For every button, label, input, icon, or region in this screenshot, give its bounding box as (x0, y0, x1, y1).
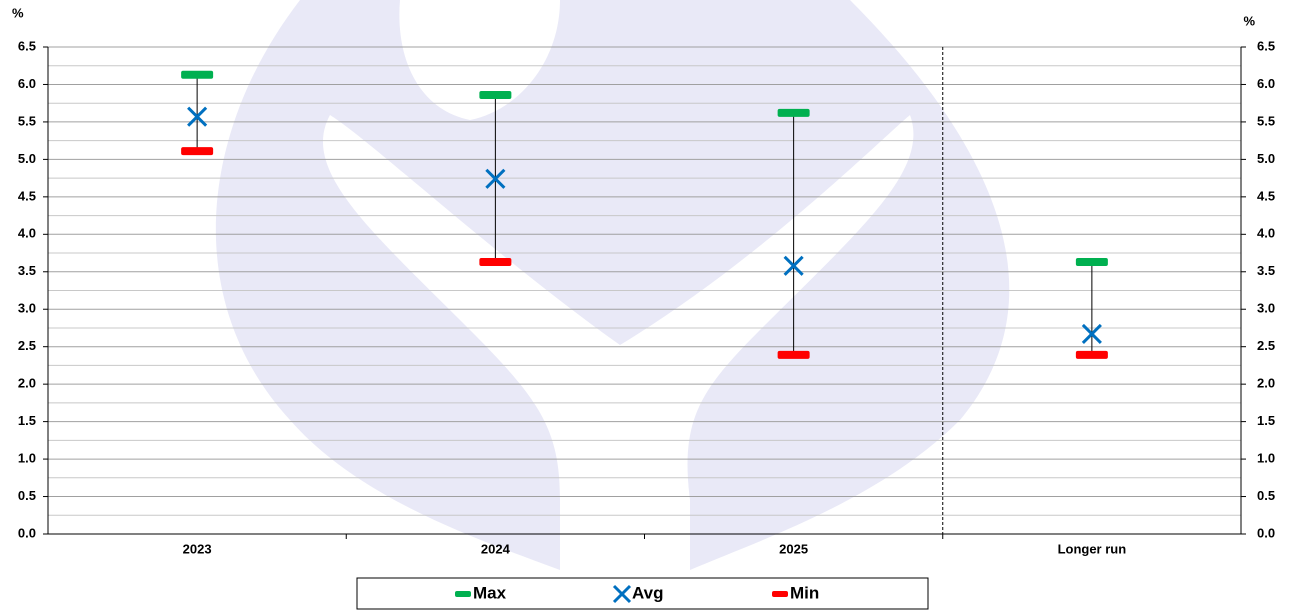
x-tick-label: 2023 (183, 541, 212, 556)
y2-tick-label: 1.0 (1257, 451, 1275, 466)
range-marker (1075, 258, 1108, 267)
legend-symbol (455, 591, 471, 597)
x-tick-label: Longer run (1058, 541, 1127, 556)
y-tick-label: 3.5 (18, 263, 36, 278)
avg-marker (783, 255, 804, 276)
y-tick-label: 0.5 (18, 488, 36, 503)
y2-tick-label: 3.5 (1257, 263, 1275, 278)
y-tick-label: 1.5 (18, 413, 36, 428)
legend-label: Max (473, 583, 507, 602)
y2-tick-label: 2.0 (1257, 376, 1275, 391)
range-marker (777, 108, 810, 117)
y-tick-label: 4.5 (18, 188, 36, 203)
y2-tick-label: 5.5 (1257, 113, 1275, 128)
x-tick-label: 2025 (779, 541, 808, 556)
avg-marker-stroke (485, 168, 506, 189)
y2-tick-label: 4.0 (1257, 226, 1275, 241)
range-marker (479, 90, 512, 99)
y-tick-label: 5.5 (18, 113, 36, 128)
legend-box (356, 577, 929, 610)
watermark (215, 0, 1010, 570)
y2-tick-label: 5.0 (1257, 151, 1275, 166)
range-marker (1075, 350, 1108, 359)
legend-label: Avg (632, 583, 664, 602)
legend-label: Min (790, 583, 819, 602)
avg-marker (187, 106, 208, 127)
range-marker (181, 147, 214, 156)
y2-tick-label: 6.5 (1257, 38, 1275, 53)
y-tick-label: 4.0 (18, 226, 36, 241)
legend-symbol (772, 591, 788, 597)
y2-tick-label: 2.5 (1257, 338, 1275, 353)
y-axis-label: % (12, 5, 24, 20)
range-marker (777, 350, 810, 359)
y-tick-label: 0.0 (18, 525, 36, 540)
legend-symbol (612, 584, 632, 604)
y2-tick-label: 3.0 (1257, 301, 1275, 316)
avg-marker-stroke (187, 106, 208, 127)
y2-tick-label: 0.5 (1257, 488, 1275, 503)
y-tick-label: 6.5 (18, 38, 36, 53)
avg-marker-stroke (1081, 323, 1102, 345)
y2-tick-label: 1.5 (1257, 413, 1275, 428)
range-marker (479, 258, 512, 267)
avg-marker (485, 168, 506, 189)
y2-axis-label: % (1243, 13, 1255, 28)
range-marker (181, 70, 214, 79)
x-tick-label: 2024 (481, 541, 511, 556)
y-tick-label: 2.5 (18, 338, 36, 353)
y2-tick-label: 4.5 (1257, 188, 1275, 203)
y-tick-label: 2.0 (18, 376, 36, 391)
y-tick-label: 5.0 (18, 151, 36, 166)
y2-tick-label: 0.0 (1257, 525, 1275, 540)
avg-marker-stroke (783, 255, 804, 276)
y-tick-label: 3.0 (18, 301, 36, 316)
y-tick-label: 6.0 (18, 76, 36, 91)
y-tick-label: 1.0 (18, 451, 36, 466)
y2-tick-label: 6.0 (1257, 76, 1275, 91)
avg-marker (1081, 323, 1102, 345)
